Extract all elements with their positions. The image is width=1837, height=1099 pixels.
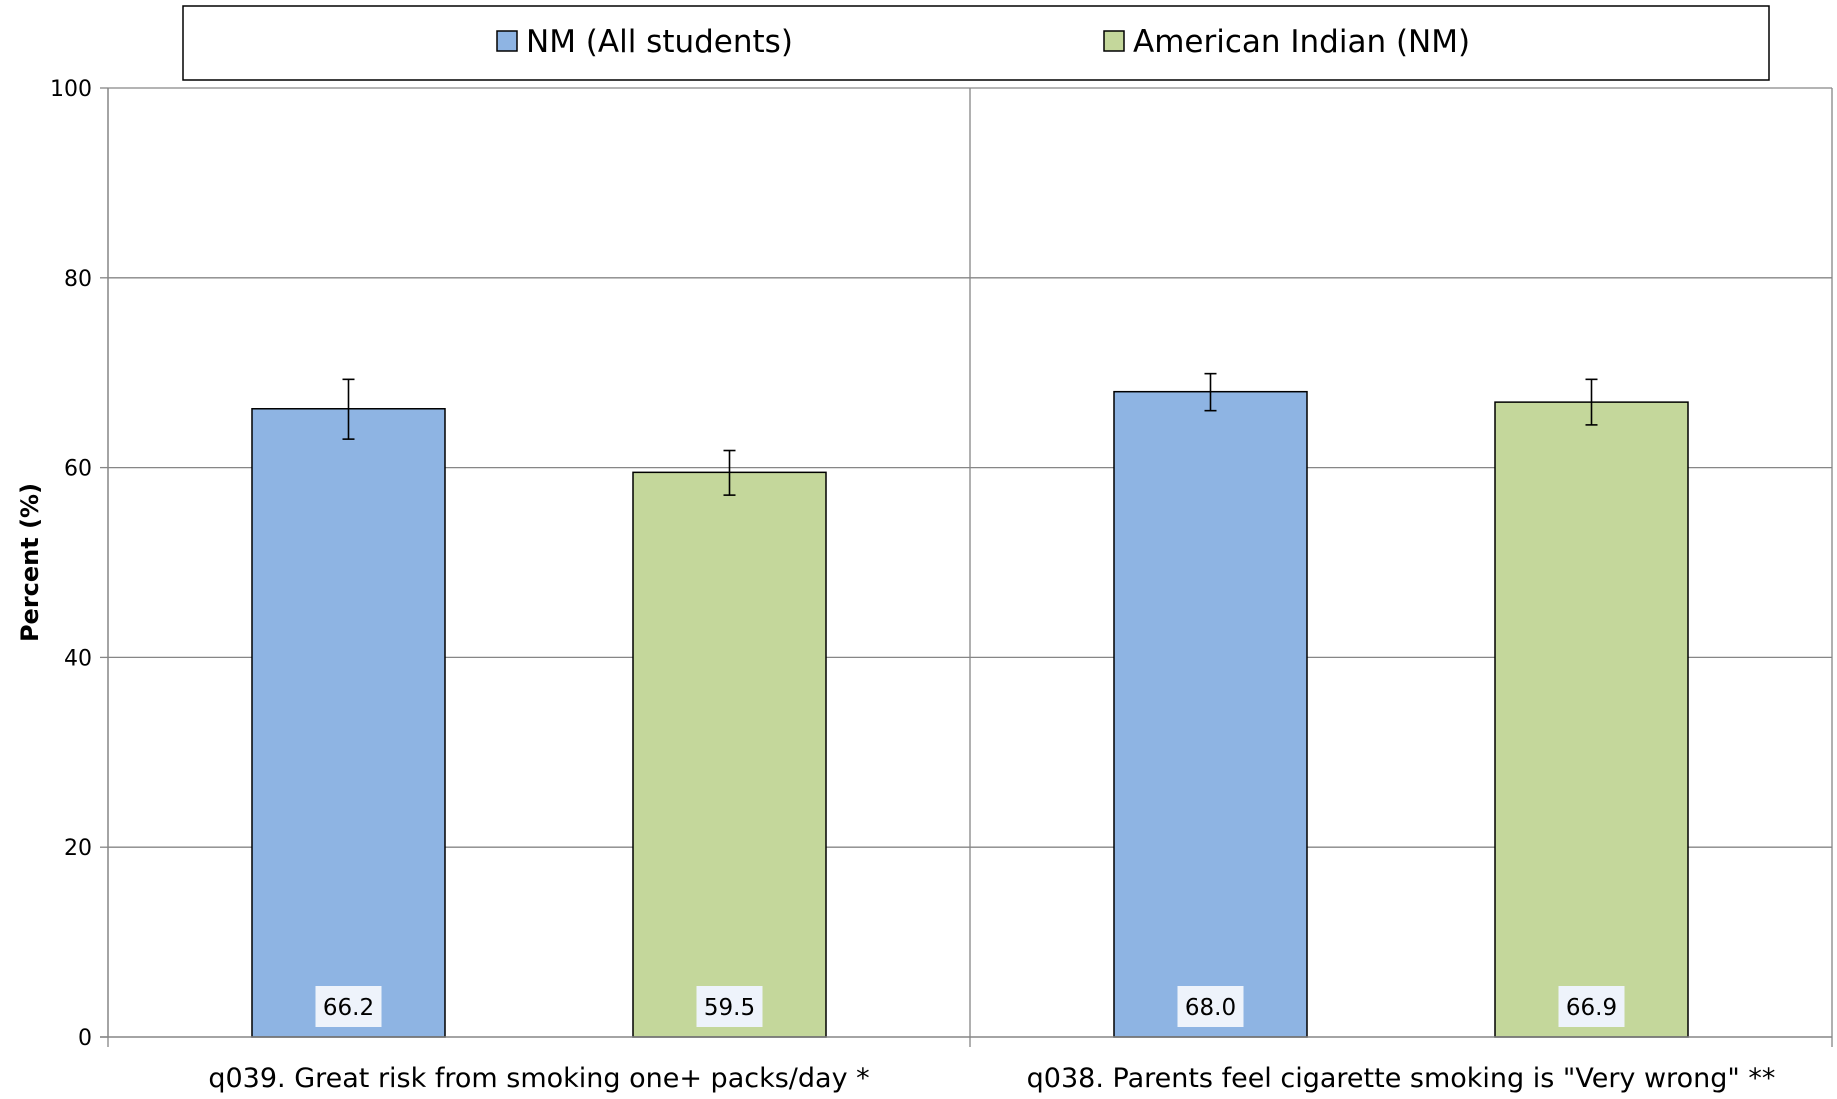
bar <box>251 408 446 1038</box>
bar <box>632 471 827 1038</box>
y-tick-label: 80 <box>64 267 92 292</box>
bar <box>1113 390 1308 1038</box>
y-tick-label: 40 <box>64 646 92 671</box>
data-label: 68.0 <box>1185 995 1236 1021</box>
y-tick-label: 60 <box>64 457 92 482</box>
legend-box <box>182 5 1770 81</box>
data-label: 66.2 <box>323 995 374 1021</box>
legend: NM (All students) American Indian (NM) <box>182 5 1770 81</box>
data-label: 59.5 <box>704 995 755 1021</box>
data-label-box <box>315 986 382 1027</box>
data-label: 66.9 <box>1566 995 1617 1021</box>
y-axis-title: Percent (%) <box>16 483 44 642</box>
bars: 66.2 59.5 68.0 66.9 <box>251 372 1689 1038</box>
legend-label-1: NM (All students) <box>526 24 793 60</box>
legend-label-2: American Indian (NM) <box>1133 24 1470 60</box>
x-category-label: q038. Parents feel cigarette smoking is … <box>1027 1063 1776 1094</box>
data-label-box <box>1558 986 1625 1027</box>
bar <box>1494 401 1689 1038</box>
data-label-box <box>1177 986 1244 1027</box>
y-tick-label: 100 <box>50 77 92 102</box>
legend-swatch-2 <box>1103 30 1125 52</box>
axes: 0 20 40 60 80 100 q039. Great risk from smokin… <box>16 77 1833 1094</box>
data-label-box <box>696 986 763 1027</box>
y-tick-label: 20 <box>64 836 92 861</box>
legend-swatch-1 <box>496 30 518 52</box>
y-tick-label: 0 <box>78 1026 92 1051</box>
x-category-label: q039. Great risk from smoking one+ packs… <box>208 1063 869 1094</box>
